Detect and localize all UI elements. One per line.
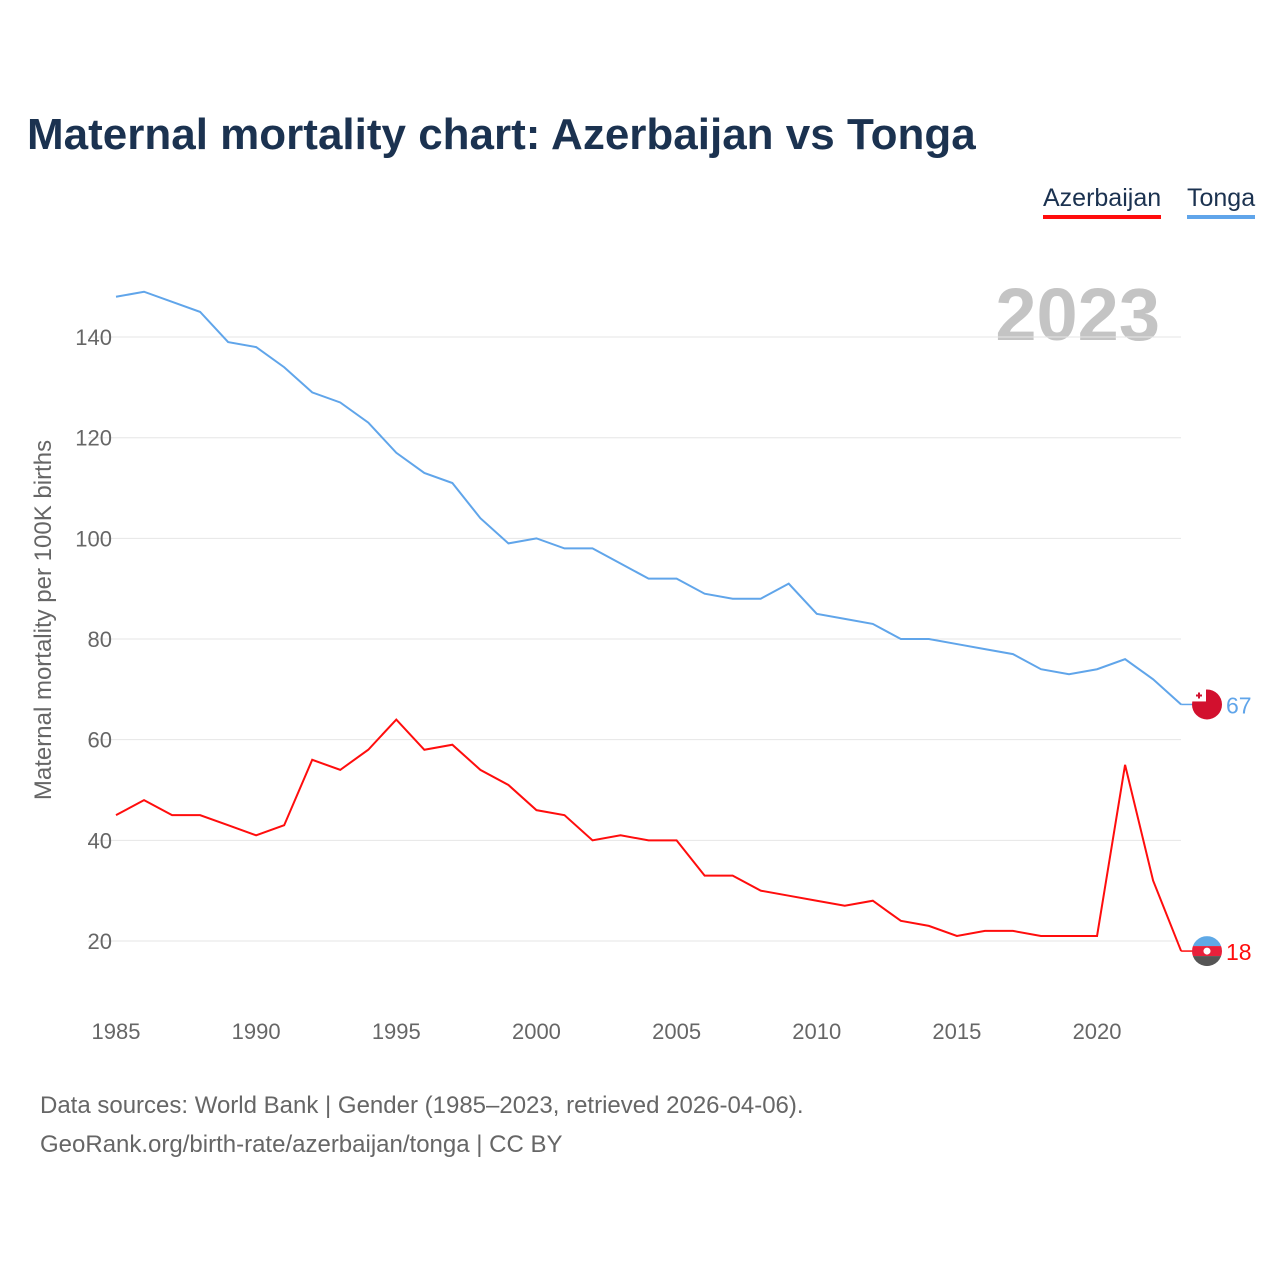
flag-tonga-icon — [1192, 689, 1222, 720]
x-tick-label: 2000 — [512, 1019, 561, 1044]
series-line-azerbaijan[interactable] — [115, 718, 1183, 952]
y-axis-label: Maternal mortality per 100K births — [30, 440, 57, 800]
series-line-tonga[interactable] — [115, 290, 1182, 706]
source-line-1: Data sources: World Bank | Gender (1985–… — [40, 1092, 804, 1119]
year-watermark: 2023 — [995, 273, 1160, 356]
x-tick-label: 1995 — [372, 1019, 421, 1044]
x-tick-label: 2005 — [652, 1019, 701, 1044]
x-tick-label: 2015 — [932, 1019, 981, 1044]
chart-title: Maternal mortality chart: Azerbaijan vs … — [27, 110, 976, 159]
legend-azerbaijan[interactable]: Azerbaijan — [1043, 184, 1162, 219]
y-tick-label: 80 — [88, 627, 112, 652]
y-tick-label: 20 — [88, 929, 112, 954]
y-tick-label: 40 — [88, 828, 112, 853]
y-tick-label: 120 — [75, 426, 112, 451]
legend-tonga[interactable]: Tonga — [1187, 184, 1256, 219]
x-tick-label: 2010 — [792, 1019, 841, 1044]
flag-azerbaijan-icon — [1192, 936, 1222, 967]
end-value-label: 67 — [1226, 692, 1252, 718]
x-tick-label: 2020 — [1073, 1019, 1122, 1044]
source-line-2[interactable]: GeoRank.org/birth-rate/azerbaijan/tonga … — [40, 1131, 563, 1158]
x-tick-label: 1990 — [232, 1019, 281, 1044]
source-note: Data sources: World Bank | Gender (1985–… — [40, 1086, 804, 1164]
x-tick-label: 1985 — [92, 1019, 141, 1044]
y-tick-label: 140 — [75, 325, 112, 350]
y-tick-label: 60 — [88, 728, 112, 753]
end-value-label: 18 — [1226, 939, 1252, 965]
y-tick-label: 100 — [75, 526, 112, 551]
